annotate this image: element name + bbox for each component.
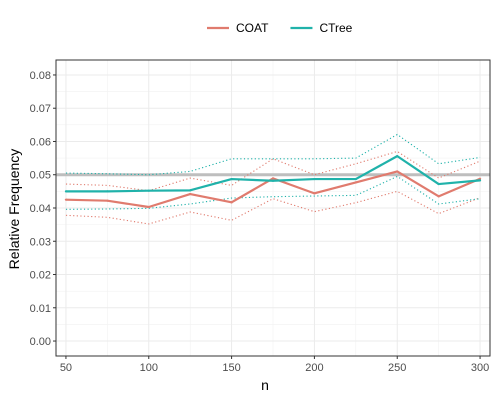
- x-tick-label: 100: [140, 362, 158, 374]
- data-point-coat: [64, 198, 68, 201]
- band-lower-coat: [65, 190, 481, 225]
- x-axis: 50 100 150 200 250 300: [60, 356, 489, 374]
- data-point-coat: [437, 195, 440, 198]
- data-point-ctree: [313, 177, 316, 181]
- data-point-ctree: [189, 189, 192, 192]
- y-tick-label: 0.04: [30, 203, 51, 215]
- y-tick-label: 0.06: [30, 136, 51, 148]
- data-point-ctree: [478, 179, 482, 182]
- x-tick-label: 50: [60, 362, 72, 374]
- legend-label-ctree: CTree: [319, 21, 352, 35]
- band-lower-ctree: [65, 175, 481, 210]
- data-point-coat: [106, 199, 109, 202]
- x-tick-label: 150: [222, 362, 240, 374]
- data-point-coat: [271, 177, 275, 180]
- data-point-coat: [147, 205, 150, 209]
- data-point-coat: [354, 181, 357, 184]
- data-point-ctree: [64, 190, 68, 193]
- data-point-coat: [478, 177, 482, 180]
- y-tick-label: 0.08: [30, 70, 51, 82]
- x-axis-label: n: [261, 377, 269, 393]
- series-lines: [64, 155, 482, 209]
- legend: COAT CTree: [207, 21, 353, 35]
- y-tick-label: 0.00: [30, 336, 51, 348]
- x-tick-label: 200: [305, 362, 323, 374]
- band-upper-ctree: [65, 133, 481, 176]
- data-point-coat: [189, 192, 192, 196]
- y-tick-label: 0.02: [30, 270, 51, 282]
- data-point-ctree: [230, 177, 233, 181]
- data-point-coat: [230, 201, 233, 204]
- y-tick-label: 0.07: [30, 103, 51, 115]
- grid-major: [56, 60, 490, 356]
- band-upper-coat: [65, 150, 481, 192]
- data-point-ctree: [147, 189, 150, 192]
- data-point-coat: [313, 192, 316, 195]
- confidence-bands: [65, 133, 481, 225]
- y-tick-label: 0.01: [30, 303, 51, 315]
- data-point-ctree: [396, 155, 399, 158]
- x-tick-label: 250: [388, 362, 406, 374]
- data-point-ctree: [271, 179, 275, 182]
- y-tick-label: 0.05: [30, 170, 51, 182]
- legend-label-coat: COAT: [236, 21, 269, 35]
- data-point-coat: [396, 170, 399, 173]
- data-point-ctree: [437, 182, 440, 186]
- x-tick-label: 300: [471, 362, 489, 374]
- data-point-ctree: [354, 177, 357, 181]
- y-axis: 0.00 0.01 0.02 0.03 0.04 0.05 0.06 0.07 0.08: [30, 70, 56, 348]
- data-point-ctree: [106, 190, 109, 193]
- y-axis-label: Relative Frequency: [6, 149, 22, 270]
- y-tick-label: 0.03: [30, 236, 51, 248]
